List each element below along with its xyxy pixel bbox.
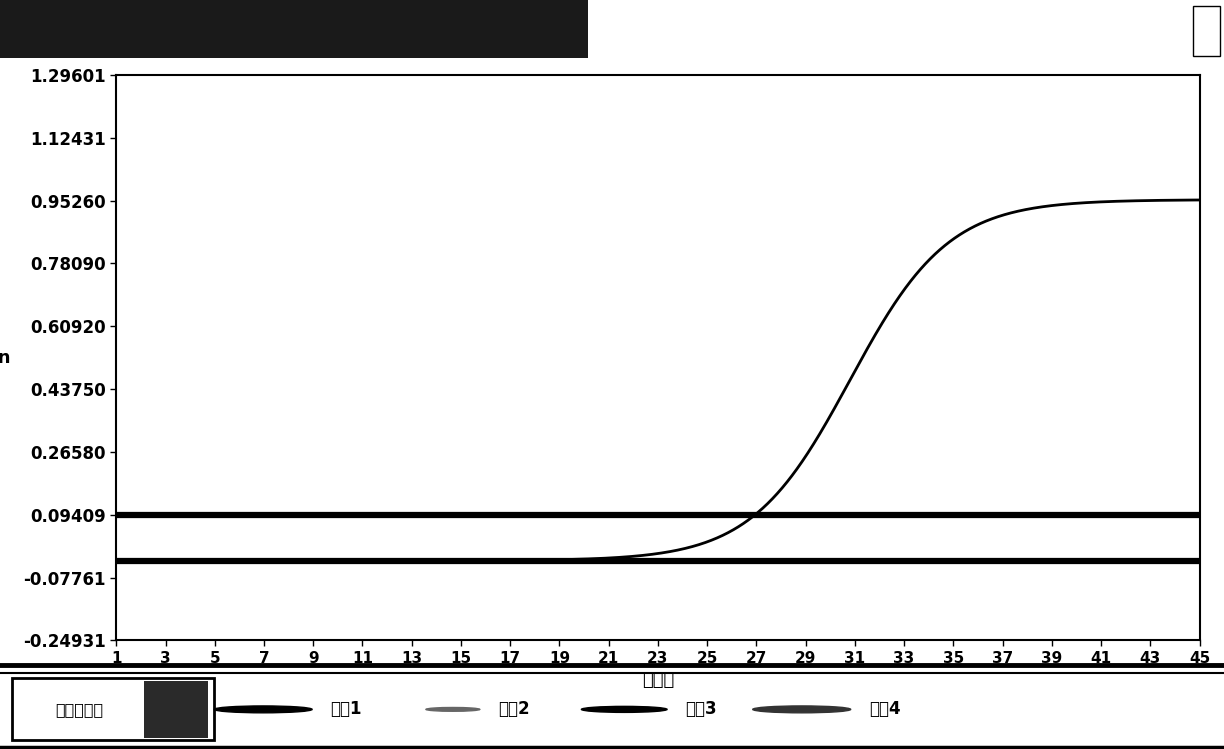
Circle shape: [753, 706, 851, 713]
Text: 通道4: 通道4: [869, 700, 901, 718]
X-axis label: 循环数: 循环数: [641, 671, 674, 689]
Text: 通道2: 通道2: [498, 700, 530, 718]
Circle shape: [426, 708, 480, 712]
Y-axis label: Rn: Rn: [0, 348, 11, 367]
FancyBboxPatch shape: [1193, 6, 1220, 55]
FancyBboxPatch shape: [0, 0, 588, 58]
Text: 通道1: 通道1: [330, 700, 362, 718]
FancyBboxPatch shape: [144, 681, 208, 738]
Circle shape: [214, 706, 312, 713]
Text: 通道3: 通道3: [685, 700, 717, 718]
Text: 按通道分色: 按通道分色: [55, 702, 104, 717]
FancyBboxPatch shape: [12, 679, 214, 740]
Circle shape: [581, 706, 667, 712]
